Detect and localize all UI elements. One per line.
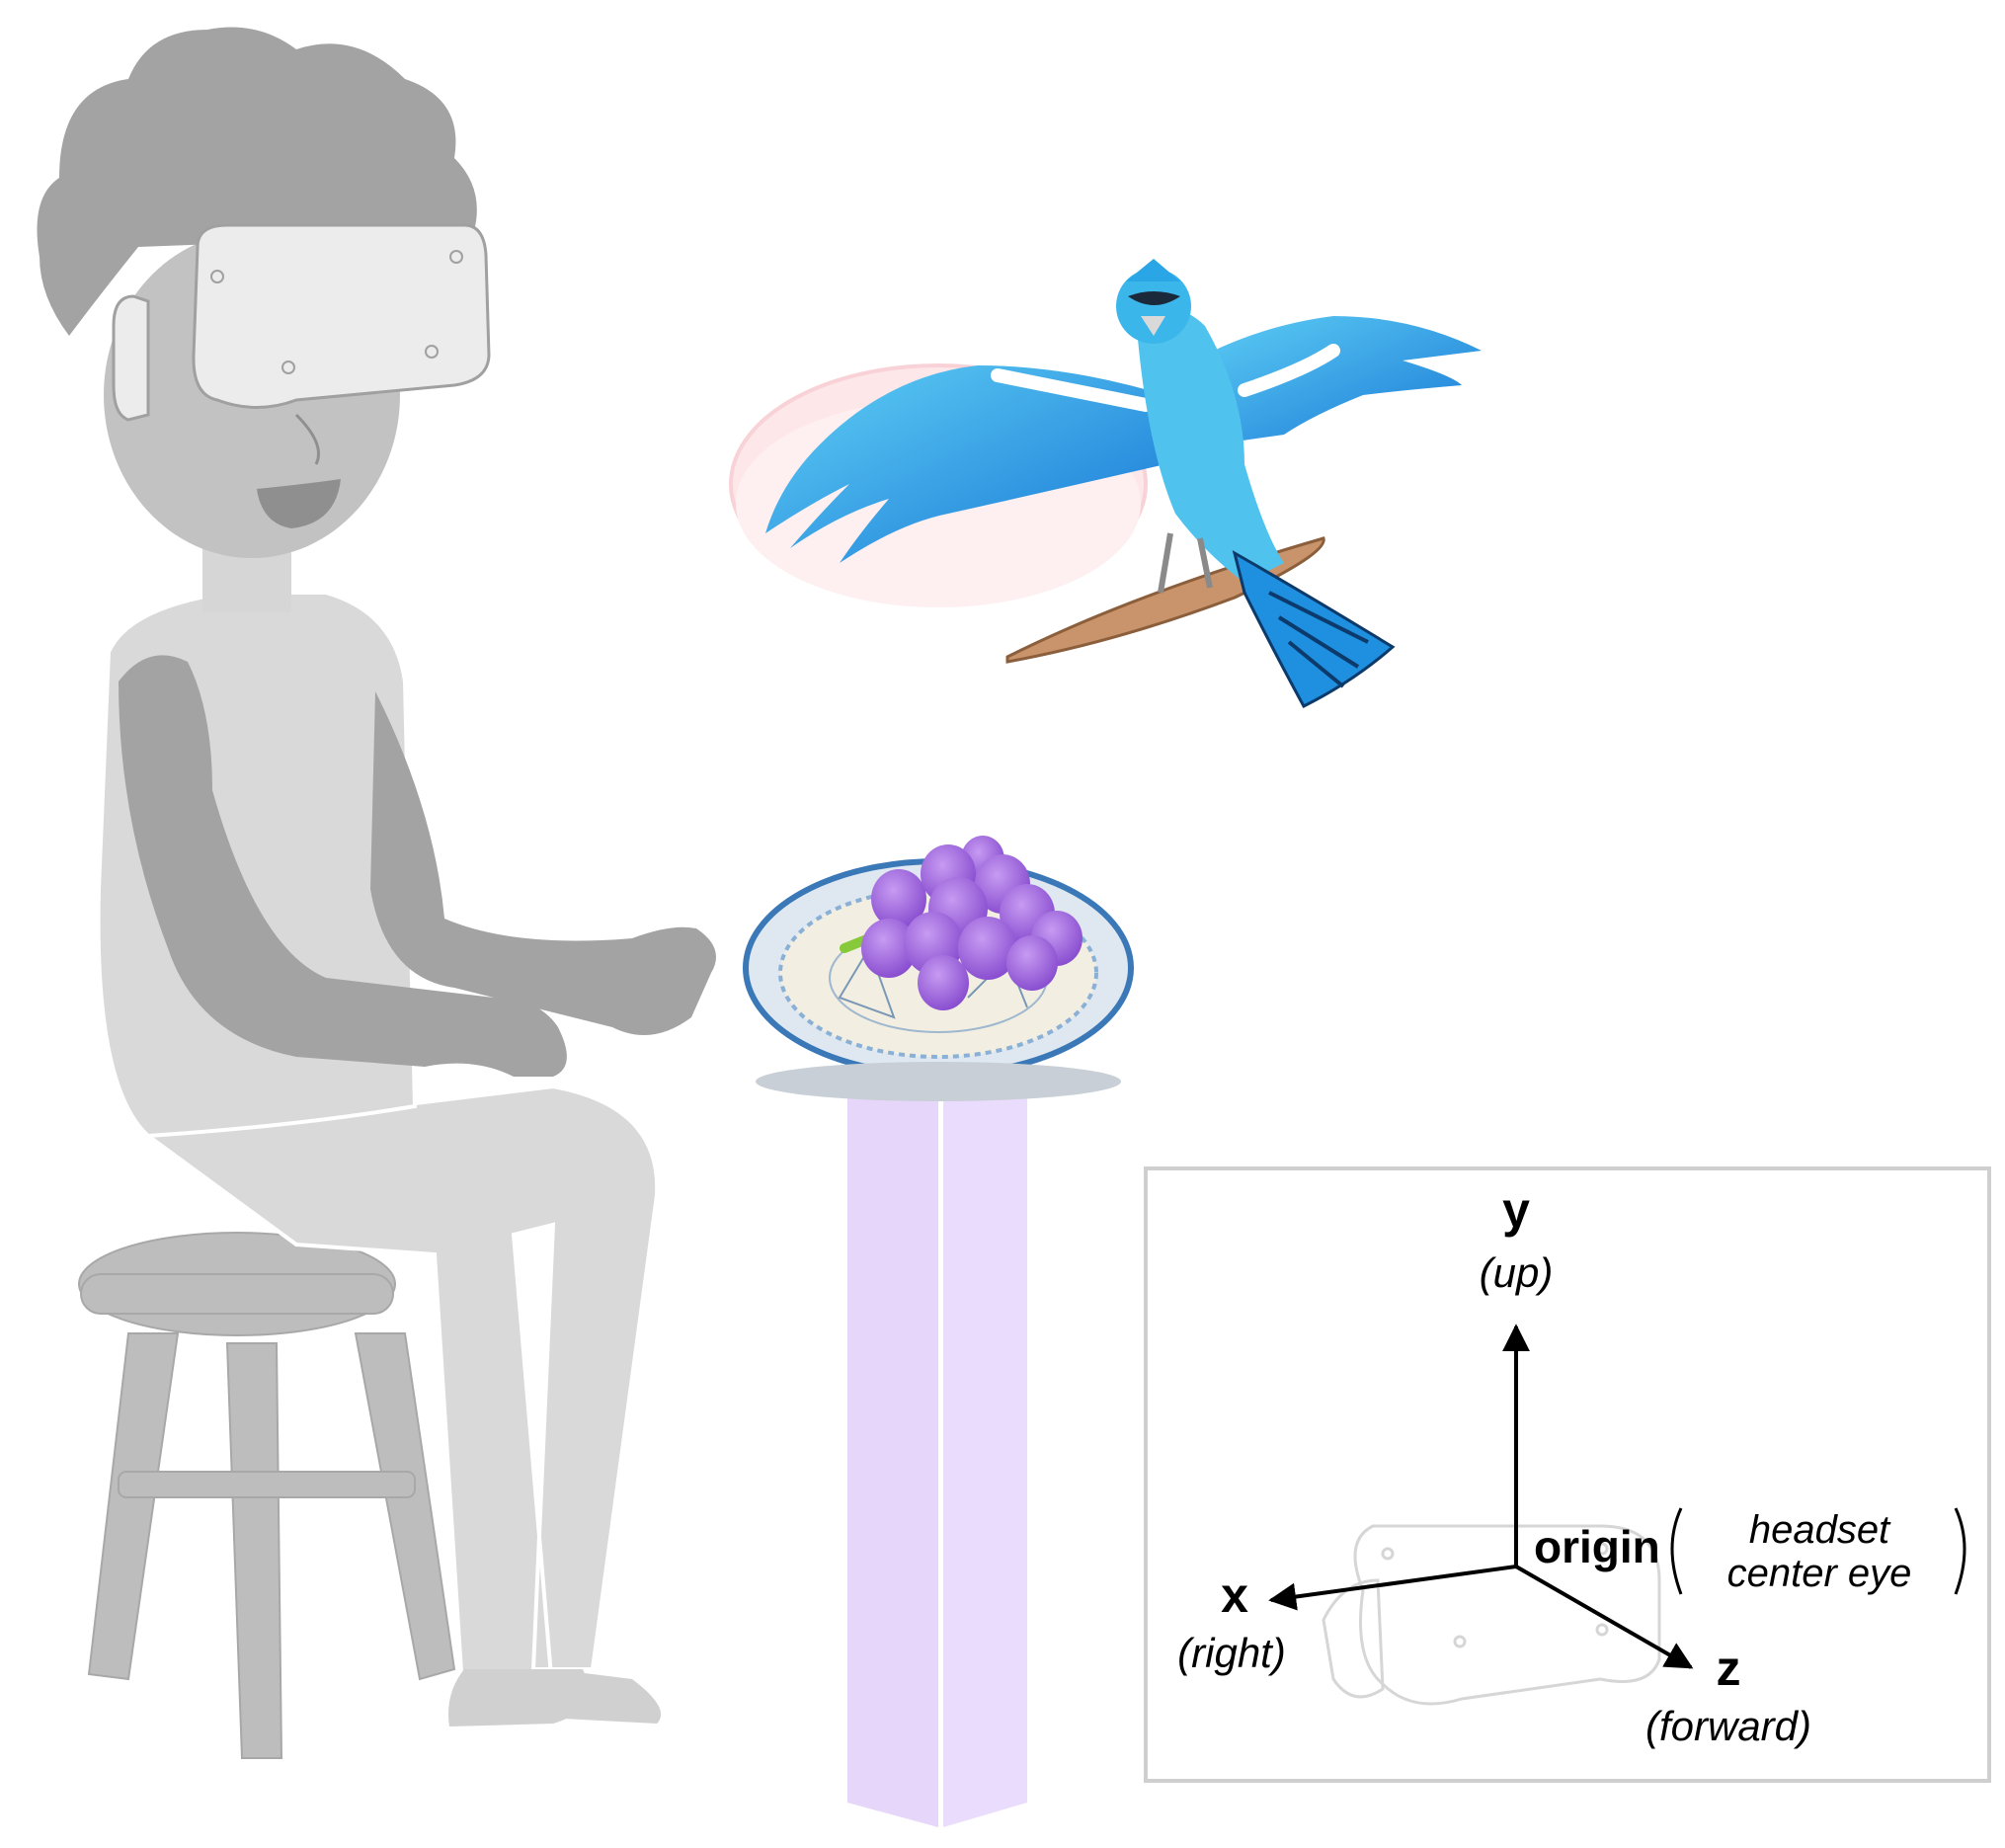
bird-head: [1116, 269, 1191, 344]
stool: [78, 1232, 456, 1759]
plate-with-grapes: [743, 836, 1134, 1101]
grapes: [861, 836, 1083, 1010]
seated-person: [37, 27, 716, 1759]
z-axis-label: z: [1717, 1641, 1741, 1696]
y-axis-label: y: [1502, 1182, 1530, 1238]
origin-label: origin: [1534, 1521, 1660, 1572]
vr-headset: [112, 223, 491, 422]
x-axis-arrow: [1268, 1565, 1517, 1611]
origin-paren-left: [1670, 1507, 1683, 1595]
person-arm-front: [119, 655, 567, 1077]
bird-tail: [1232, 549, 1396, 708]
x-axis-label: x: [1221, 1567, 1248, 1623]
inset-frame: [1144, 1166, 1991, 1783]
person-nose: [294, 413, 320, 465]
origin-detail-line1: headset: [1749, 1508, 1891, 1552]
coordinate-system-inset: y (up) x (right) z (forward) origin head…: [1144, 1166, 1991, 1783]
bird-left-wing: [765, 365, 1165, 563]
y-axis-direction: (up): [1480, 1249, 1554, 1296]
bird-scene: [729, 259, 1482, 708]
person-arm-back: [370, 691, 716, 1035]
person-hair: [37, 27, 477, 336]
faint-headset-outline: [1322, 1524, 1661, 1706]
pedestal: [847, 1091, 1027, 1827]
person-legs: [142, 1084, 660, 1722]
bird-body: [1136, 308, 1284, 583]
z-axis-direction: (forward): [1645, 1703, 1811, 1749]
origin-paren-right: [1954, 1507, 1966, 1595]
person-mouth: [257, 479, 341, 528]
person-foot-left: [448, 1669, 589, 1727]
x-axis-direction: (right): [1177, 1630, 1286, 1676]
z-axis-arrow: [1515, 1565, 1694, 1669]
person-foot-right: [553, 1669, 662, 1724]
bird-right-wing: [1185, 316, 1482, 444]
origin-detail-line2: center eye: [1727, 1552, 1912, 1595]
